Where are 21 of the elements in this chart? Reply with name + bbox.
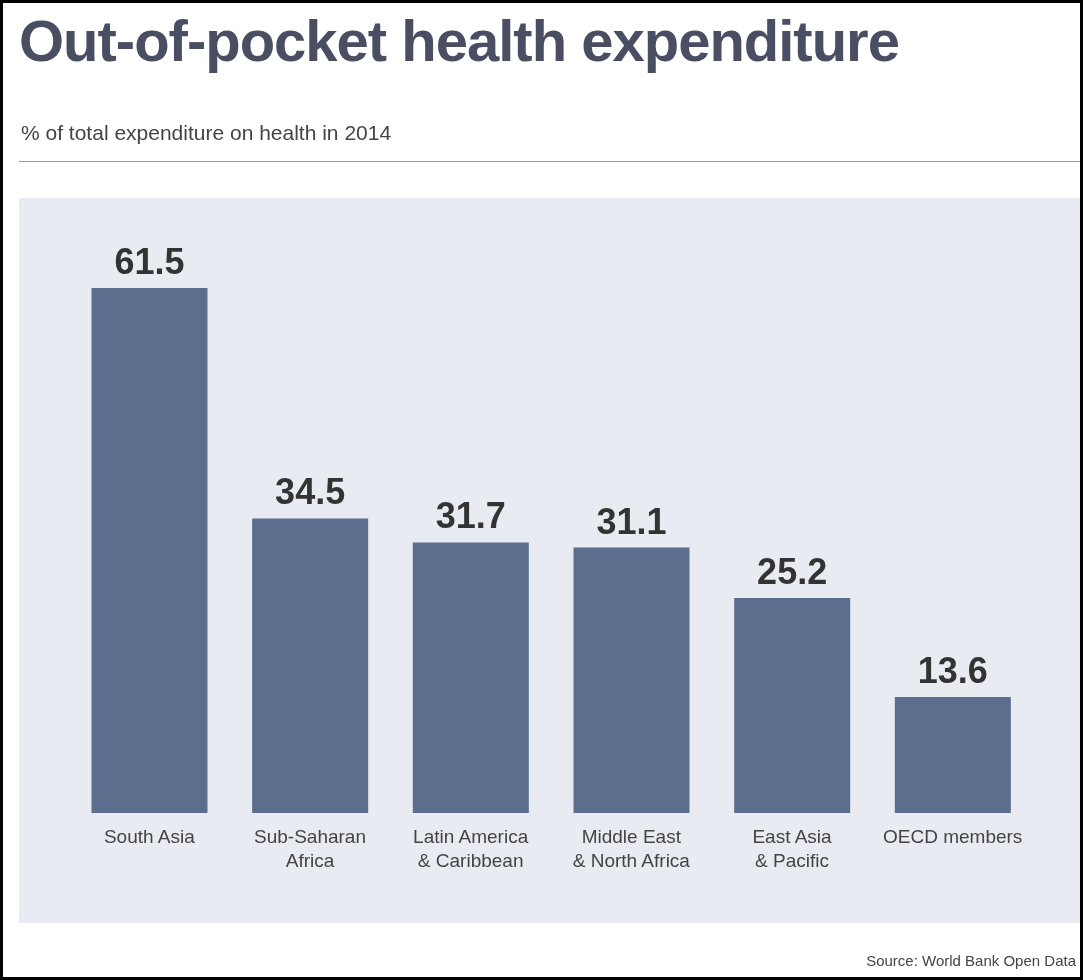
bar [734,597,851,813]
bar [894,696,1011,813]
x-tick-label: OECD members [882,826,1023,847]
x-tick-label: South Asia [103,826,196,847]
data-label: 13.6 [917,649,988,691]
data-label: 25.2 [757,550,828,592]
x-tick-label: Sub-Saharan Africa [254,826,366,871]
data-label: 34.5 [275,471,346,513]
bar [573,547,690,813]
x-tick-label: Latin America & Caribbean [413,826,529,871]
bar [412,542,529,813]
data-label: 61.5 [114,241,185,282]
chart-title: Out-of-pocket health expenditure [19,7,899,74]
chart-subtitle: % of total expenditure on health in 2014 [21,121,392,145]
x-tick-label: Middle East & North Africa [572,826,691,871]
x-tick-label: East Asia & Pacific [752,826,833,871]
bar [91,288,208,813]
data-label: 31.1 [596,500,667,542]
source-note: Source: World Bank Open Data [866,952,1076,969]
data-label: 31.7 [435,495,506,537]
bar [252,518,369,813]
